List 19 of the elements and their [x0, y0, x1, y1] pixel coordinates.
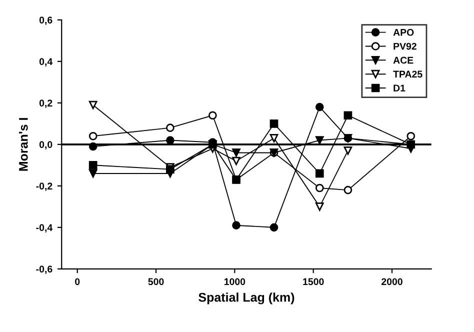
- legend-label: APO: [393, 28, 414, 36]
- y-tick-label: 0,0: [39, 141, 52, 150]
- legend-label: TPA25: [393, 70, 422, 78]
- y-tick-label: -0,6: [36, 266, 52, 274]
- y-tick-label: 0,6: [39, 16, 52, 25]
- y-tick-label: 0,4: [39, 58, 53, 66]
- y-tick-label: -0,4: [36, 224, 53, 232]
- y-axis-title: Moran's I: [19, 118, 28, 171]
- legend-label: ACE: [393, 56, 414, 64]
- x-tick-label: 2000: [382, 278, 402, 286]
- x-tick-label: 1000: [224, 278, 246, 286]
- x-axis-title: Spatial Lag (km): [198, 292, 294, 304]
- x-tick-label: 500: [148, 278, 164, 286]
- y-tick-label: -0,2: [36, 182, 52, 191]
- y-tick-label: 0,2: [39, 100, 52, 108]
- x-tick-label: 1500: [303, 278, 324, 286]
- legend-label: D1: [394, 84, 406, 92]
- x-tick-label: 0: [75, 278, 80, 286]
- legend-label: PV92: [394, 42, 416, 50]
